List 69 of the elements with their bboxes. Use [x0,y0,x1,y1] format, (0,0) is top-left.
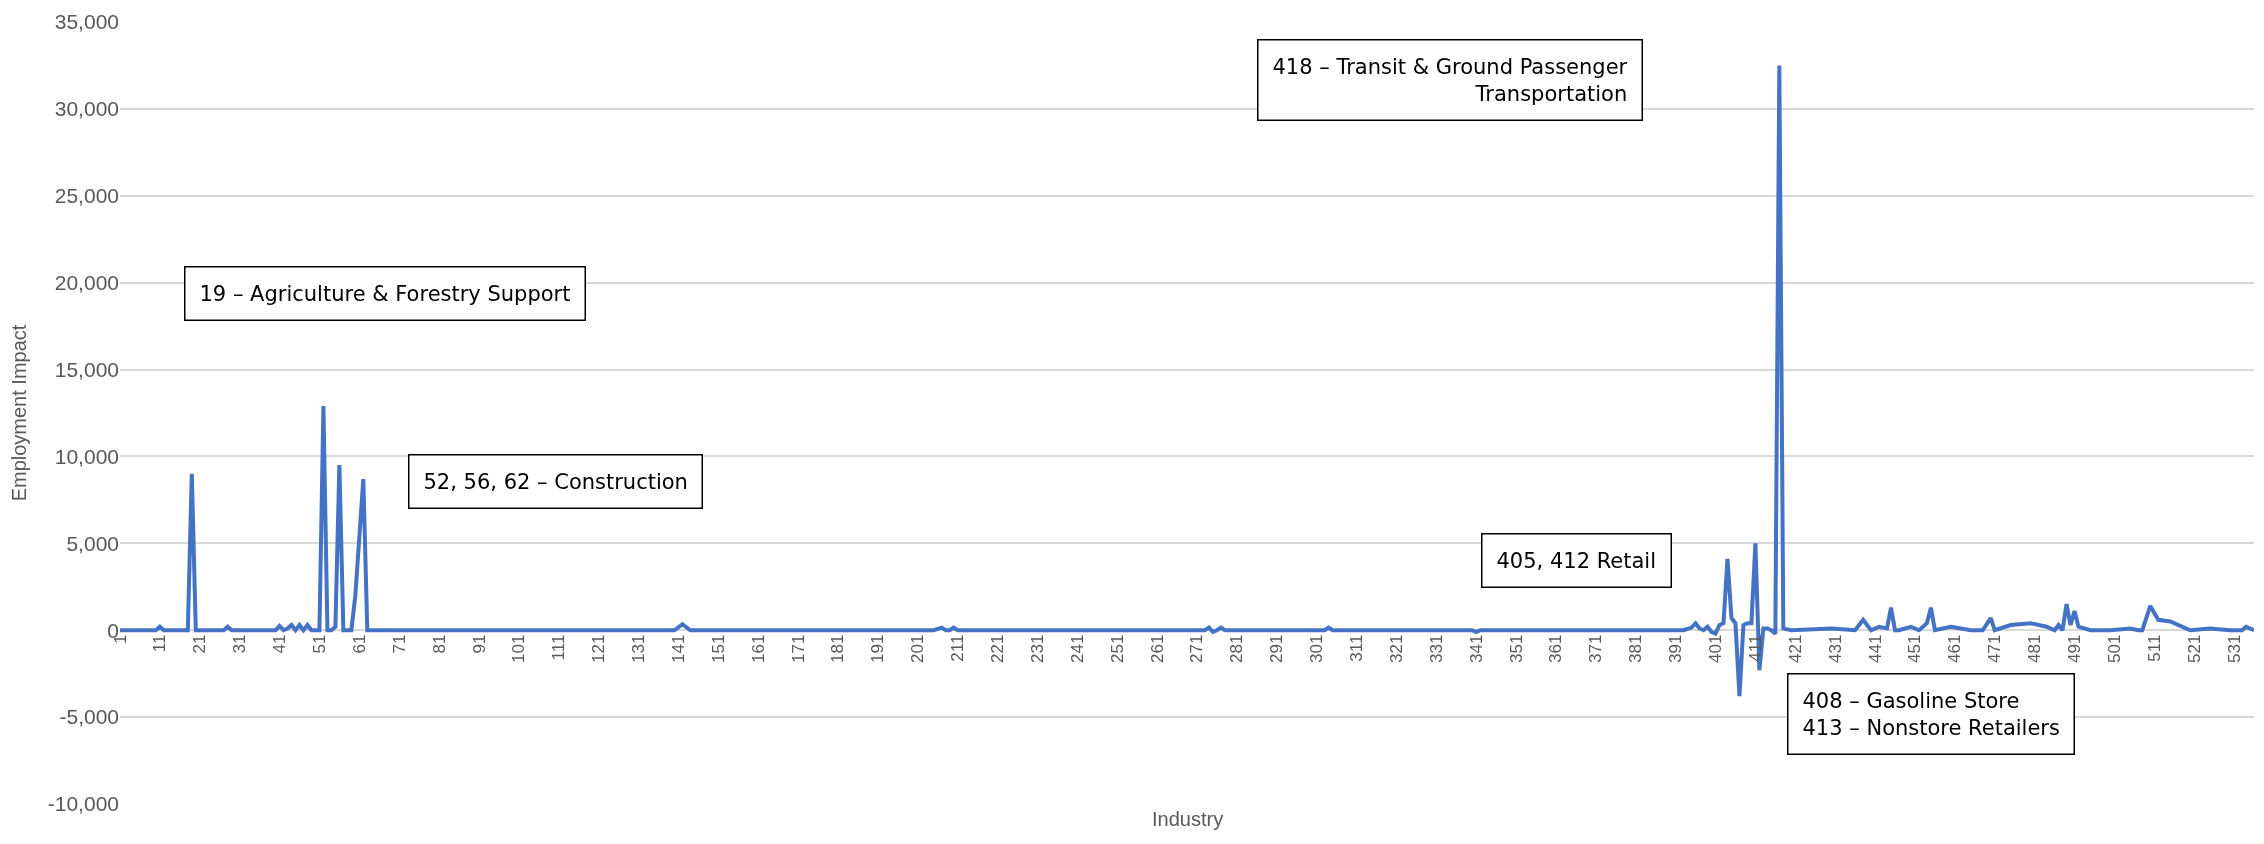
x-tick-label: 501 [2104,634,2124,663]
annotation: 418 – Transit & Ground Passenger Transportation [1272,54,1628,106]
x-tick-label: 241 [1067,634,1087,663]
x-tick-label: 11 [150,634,170,653]
x-tick-label: 71 [389,634,409,654]
x-tick-label: 291 [1267,634,1287,663]
x-tick-label: 211 [948,634,968,662]
x-tick-label: 121 [589,634,609,663]
x-tick-label: 321 [1386,634,1406,663]
x-tick-label: 451 [1905,634,1925,663]
x-tick-label: 511 [2144,634,2164,662]
y-tick-label: -5,000 [59,705,119,729]
x-tick-label: 131 [629,634,649,663]
x-tick-label: 311 [1347,634,1367,662]
x-tick-label: 251 [1107,634,1127,663]
x-tick-label: 471 [1985,634,2005,663]
x-tick-label: 161 [748,634,768,663]
y-tick-label: 35,000 [54,10,119,34]
y-tick-label: 5,000 [66,531,119,555]
x-tick-label: 271 [1187,634,1207,663]
y-axis-title: Employment Impact [8,324,31,502]
x-tick-label: 491 [2065,634,2085,663]
x-tick-label: 441 [1865,634,1885,663]
x-tick-label: 351 [1506,634,1526,663]
x-tick-label: 371 [1586,634,1606,663]
y-tick-label: 25,000 [54,184,119,208]
x-tick-label: 151 [708,634,728,663]
x-tick-label: 81 [429,634,449,654]
x-tick-label: 141 [668,634,688,663]
x-tick-label: 331 [1426,634,1446,663]
annotation: 19 – Agriculture & Forestry Support [199,281,571,306]
x-tick-label: 391 [1666,634,1686,663]
x-tick-label: 281 [1227,634,1247,663]
x-tick-label: 111 [549,634,569,661]
annotation: 405, 412 Retail [1496,548,1657,573]
x-tick-label: 91 [469,634,489,654]
x-tick-label: 61 [349,634,369,654]
x-tick-label: 181 [828,634,848,663]
x-tick-label: 381 [1626,634,1646,663]
y-tick-label: 15,000 [54,357,119,381]
x-tick-label: 51 [309,634,329,654]
x-tick-label: 411 [1745,634,1765,662]
x-tick-label: 201 [908,634,928,663]
x-tick-label: 531 [2224,634,2244,663]
x-tick-label: 341 [1466,634,1486,663]
x-tick-label: 521 [2184,634,2204,663]
annotation: 52, 56, 62 – Construction [423,469,688,494]
x-tick-label: 31 [230,634,250,654]
y-tick-label: 30,000 [54,97,119,121]
x-tick-label: 431 [1825,634,1845,663]
x-tick-label: 41 [270,634,290,654]
x-tick-label: 231 [1027,634,1047,663]
x-tick-label: 221 [988,634,1008,663]
x-tick-label: 261 [1147,634,1167,663]
x-tick-label: 461 [1945,634,1965,663]
x-tick-label: 361 [1546,634,1566,663]
x-tick-label: 191 [868,634,888,663]
annotation: 408 – Gasoline Store 413 – Nonstore Retailers [1802,688,2060,740]
x-tick-label: 21 [190,634,210,654]
x-tick-label: 401 [1706,634,1726,663]
x-tick-label: 301 [1307,634,1327,663]
x-tick-label: 481 [2025,634,2045,663]
x-axis-title: Industry [1152,808,1224,830]
y-tick-label: -10,000 [47,792,119,816]
x-tick-label: 421 [1785,634,1805,663]
y-tick-label: 10,000 [54,444,119,468]
x-tick-label: 171 [788,634,808,663]
x-tick-label: 101 [509,634,529,663]
y-tick-label: 20,000 [54,271,119,295]
